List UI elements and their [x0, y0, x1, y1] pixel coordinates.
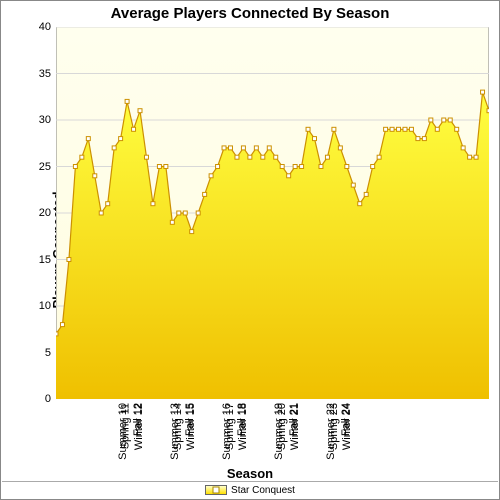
plot-area: [56, 27, 489, 399]
y-tick: 0: [45, 393, 51, 405]
x-axis-ticks: Summer 10Spring 11Winter 12Fall 12Summer…: [56, 403, 489, 473]
x-tick: Fall 18: [236, 403, 248, 436]
x-axis-label: Season: [1, 466, 499, 481]
x-tick: Spring 14: [172, 403, 184, 450]
x-tick: Fall 24: [340, 403, 352, 436]
y-tick: 15: [39, 254, 51, 266]
x-tick: Spring 17: [224, 403, 236, 450]
y-tick: 40: [39, 21, 51, 33]
x-tick: Fall 21: [288, 403, 300, 436]
chart-title: Average Players Connected By Season: [1, 1, 499, 25]
x-tick: Spring 11: [119, 403, 131, 449]
x-tick: Fall 15: [184, 403, 196, 436]
y-tick: 10: [39, 300, 51, 312]
y-tick: 35: [39, 68, 51, 80]
chart-svg: [56, 27, 489, 399]
y-tick: 30: [39, 114, 51, 126]
x-tick: Spring 23: [328, 403, 340, 450]
chart-container: Average Players Connected By Season Play…: [0, 0, 500, 500]
y-axis-ticks: 0510152025303540: [33, 27, 53, 399]
y-tick: 20: [39, 207, 51, 219]
legend-swatch-icon: [205, 485, 227, 495]
y-tick: 25: [39, 161, 51, 173]
x-tick: Fall 12: [132, 403, 144, 436]
x-tick: Spring 20: [276, 403, 288, 450]
legend: Star Conquest: [2, 481, 498, 498]
legend-label: Star Conquest: [231, 485, 295, 496]
y-tick: 5: [45, 347, 51, 359]
